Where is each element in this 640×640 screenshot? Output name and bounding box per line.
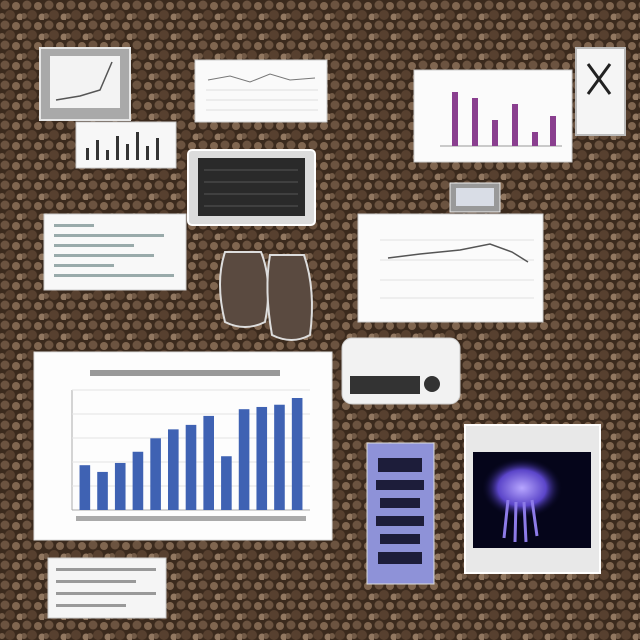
bar (97, 471, 108, 510)
panel-monitor (187, 149, 316, 226)
bar (274, 404, 285, 510)
panel-screen-creature (464, 424, 601, 574)
bar (291, 398, 303, 510)
bar (79, 465, 91, 510)
panel-device (449, 182, 501, 213)
bar (168, 429, 179, 510)
panel-mini-bars (75, 121, 177, 169)
panel-mittens (219, 251, 313, 341)
panel-lavender (366, 442, 435, 585)
panel-line-chart (357, 213, 544, 323)
panel-monitor-small (39, 47, 131, 121)
panel-small-doc (47, 557, 167, 619)
panel-document (43, 213, 187, 291)
bar (150, 438, 161, 510)
panel-card (575, 47, 626, 136)
panel-badge (341, 337, 461, 405)
bar (132, 451, 144, 510)
panel-line-top (194, 59, 328, 123)
bar (185, 424, 197, 510)
bar (221, 456, 232, 510)
bar (114, 462, 126, 510)
panel-purple-bars (413, 69, 573, 163)
bar (238, 409, 250, 510)
bar (256, 406, 268, 510)
panel-big-chart (33, 351, 333, 541)
bar (203, 415, 214, 510)
